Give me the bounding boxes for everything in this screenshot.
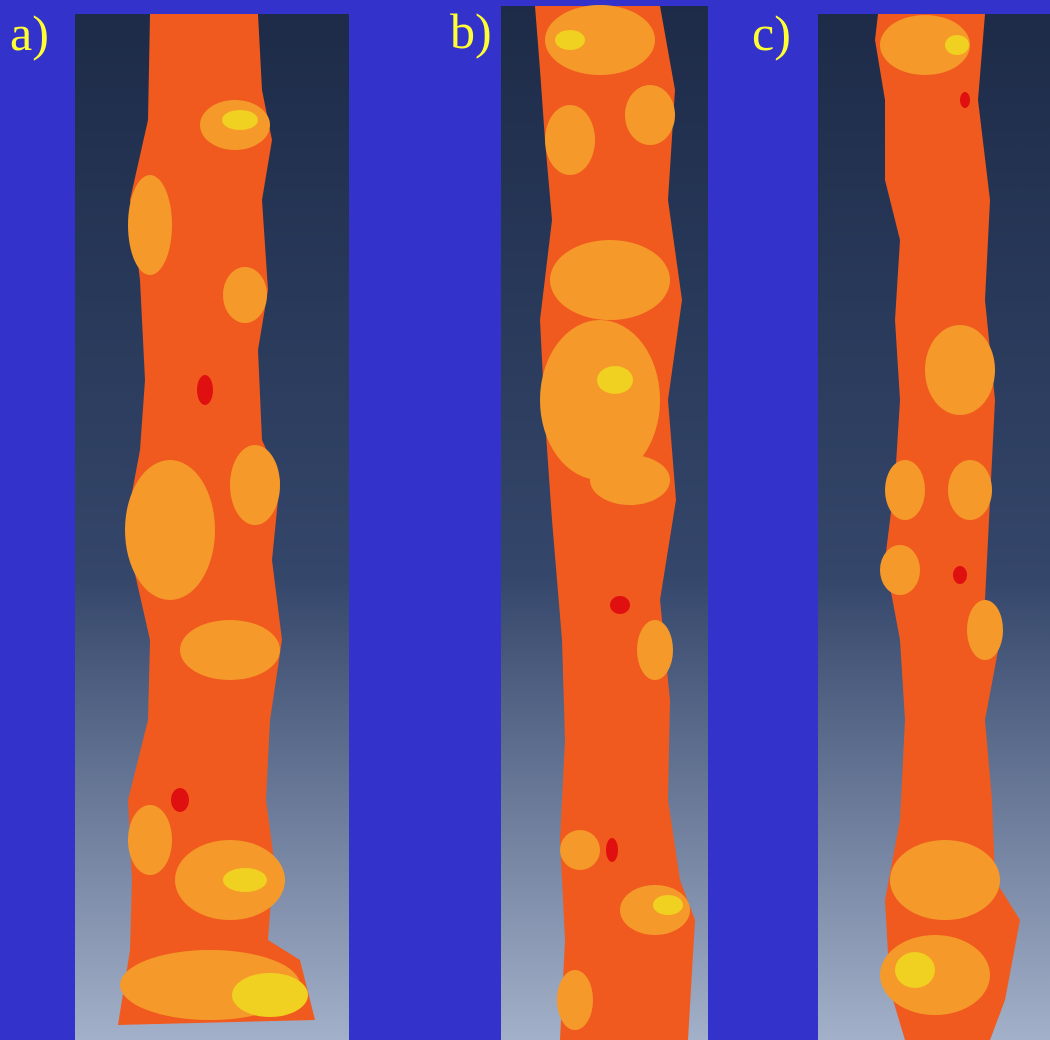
figure: a) b) c) [0,0,1050,1040]
panel-b [501,5,708,1040]
panel-c [818,14,1050,1040]
panel-a [75,14,349,1040]
panel-label: c) [752,5,791,61]
panel-label: a) [10,5,49,61]
panel-label: b) [450,3,492,59]
page: a) b) c) (() => { const data = JSON.pars… [0,0,1050,1040]
